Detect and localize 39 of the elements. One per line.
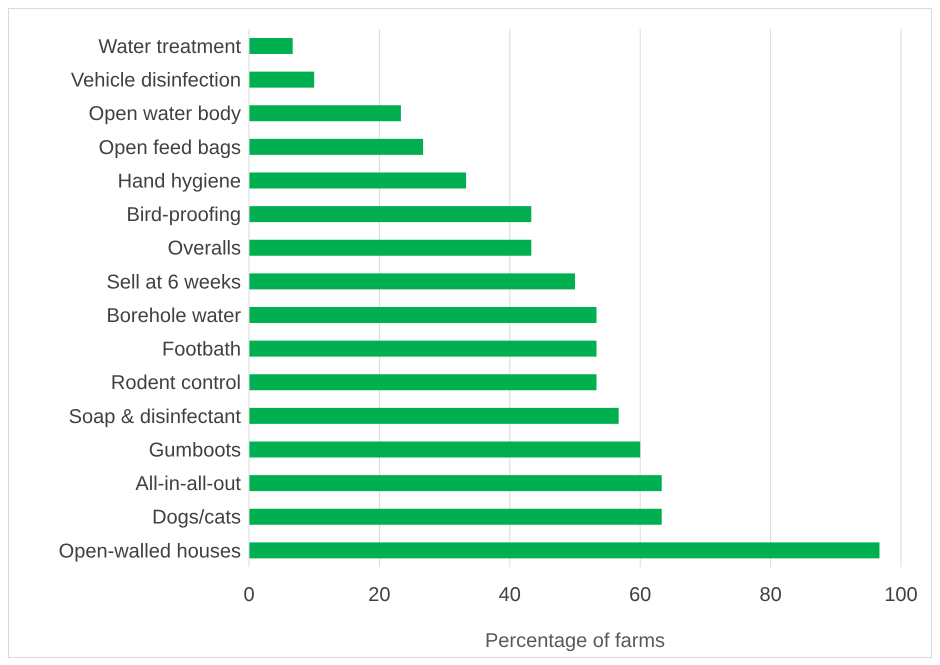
bar — [249, 475, 662, 492]
x-tick-label: 80 — [759, 584, 782, 606]
y-tick-label: Gumboots — [148, 439, 241, 462]
bar — [249, 442, 640, 458]
bar — [249, 38, 293, 54]
y-tick-label: Open feed bags — [98, 136, 241, 159]
bar — [249, 206, 532, 222]
y-tick-label: Open-walled houses — [58, 540, 241, 562]
bar — [249, 105, 401, 122]
bar — [249, 340, 597, 357]
bar — [249, 307, 597, 323]
y-tick-label: All-in-all-out — [135, 473, 242, 496]
x-tick-label: 40 — [498, 584, 521, 606]
bar — [249, 542, 880, 558]
y-tick-label: Vehicle disinfection — [70, 70, 241, 92]
y-tick-label: Open water body — [88, 103, 241, 126]
y-tick-label: Hand hygiene — [118, 170, 241, 192]
bar — [249, 240, 532, 256]
x-tick-label: 60 — [629, 584, 652, 606]
bar — [249, 172, 466, 188]
x-tick-label: 100 — [884, 584, 918, 606]
y-tick-label: Dogs/cats — [152, 506, 241, 529]
bar — [249, 72, 314, 88]
bar — [249, 138, 424, 155]
y-tick-label: Rodent control — [110, 372, 241, 394]
y-tick-label: Footbath — [162, 338, 241, 361]
bar — [249, 408, 619, 424]
x-axis-title: Percentage of farms — [484, 630, 666, 652]
y-tick-label: Water treatment — [98, 36, 242, 58]
bar — [249, 273, 575, 290]
x-tick-label: 0 — [243, 584, 255, 606]
y-tick-label: Borehole water — [106, 304, 242, 327]
bar — [249, 508, 662, 525]
bar — [249, 374, 597, 390]
x-tick-label: 20 — [368, 584, 391, 606]
y-tick-label: Overalls — [168, 238, 241, 260]
y-tick-label: Soap & disinfectant — [68, 406, 242, 428]
y-tick-label: Sell at 6 weeks — [106, 271, 241, 294]
y-tick-label: Bird-proofing — [126, 204, 241, 226]
